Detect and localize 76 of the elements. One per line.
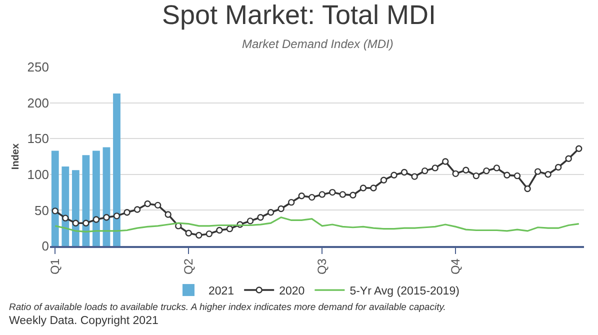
point [318,191,326,198]
bar [51,150,59,246]
point [370,184,377,192]
point [154,202,162,209]
bar [113,93,120,246]
point [493,164,500,172]
y-tick-label: 200 [27,95,49,110]
point [185,230,192,236]
point [452,170,459,178]
point [339,191,346,198]
point [298,192,305,200]
point [576,145,582,152]
point [472,172,480,180]
point [52,208,58,214]
line-series [54,216,580,232]
point [308,194,316,201]
point [246,218,254,224]
point [134,206,141,213]
text: Ratio of available loads to available trucks. A higher index indicates more demand for available capacity. [9,302,446,313]
x-tick-label: Q1 [48,258,62,275]
y-axis-title: Index [10,143,22,170]
point [196,232,202,239]
point [92,216,100,223]
point [360,184,367,192]
point [164,211,172,218]
point [432,164,438,172]
legend-label: 5-Yr Avg (2015-2019) [350,286,460,298]
point [72,220,80,226]
point [565,155,572,162]
point [483,167,490,174]
y-tick-label: 100 [27,166,49,182]
bar [102,147,110,246]
point [82,220,90,226]
point [442,158,449,165]
point [267,209,274,216]
point [278,205,284,212]
point [411,173,418,180]
chart-subtitle: Market Demand Index (MDI) [242,37,394,51]
y-tick-label: 50 [34,202,49,218]
bar [62,166,70,246]
point [144,200,151,208]
point [554,164,562,171]
point [421,167,428,174]
point [544,171,552,178]
y-tick-label: 250 [27,60,49,75]
bar [92,150,100,246]
point [226,225,234,232]
point [206,230,213,238]
point [329,188,336,196]
x-tick-label: Q4 [448,258,463,275]
legend-label: 2021 [208,286,234,298]
bar [82,155,90,246]
point [534,168,542,175]
x-tick-label: Q3 [315,258,330,275]
bar [72,170,80,246]
point [400,168,408,176]
point [380,176,388,184]
point [257,214,264,221]
point [350,192,356,199]
point [462,166,470,174]
point [390,172,398,178]
x-tick-label: Q2 [182,258,196,275]
legend-label: 2020 [279,286,305,298]
point [216,226,223,234]
y-tick-label: 150 [27,131,49,146]
point [62,214,69,222]
point [514,172,521,180]
point [103,214,110,221]
text: Weekly Data. Copyright 2021 [9,315,158,327]
point [113,212,120,220]
point [524,185,531,192]
point [124,209,130,216]
y-tick-label: 0 [42,238,49,254]
point [288,198,295,206]
point [504,172,510,178]
chart-title: Spot Market: Total MDI [162,0,436,30]
